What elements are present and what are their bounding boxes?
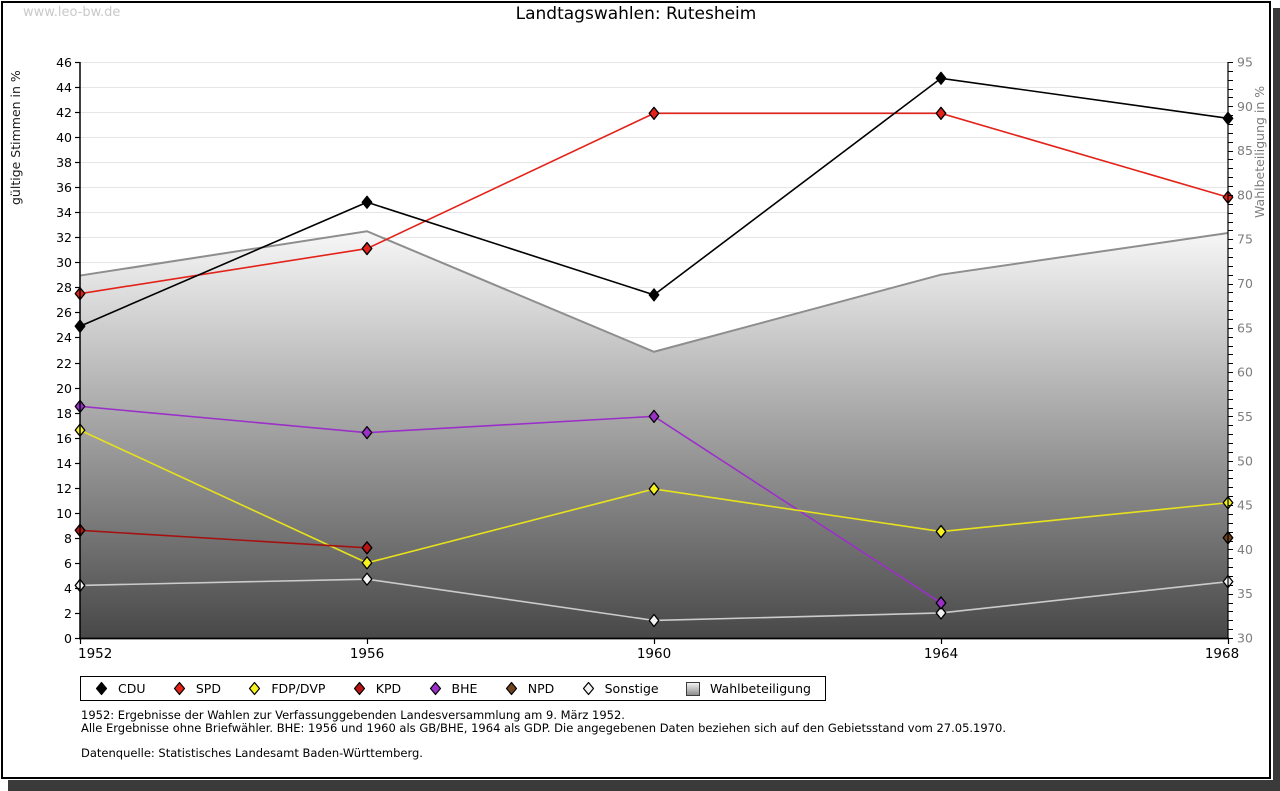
- series-kpd: [74, 523, 373, 555]
- watermark: www.leo-bw.de: [23, 5, 121, 20]
- legend-item-wahlbeteiligung: Wahlbeteiligung: [686, 681, 811, 696]
- legend-diamond-swatch: [249, 681, 261, 696]
- legend-square-swatch: [686, 681, 700, 696]
- data-source-note: Datenquelle: Statistisches Landesamt Bad…: [81, 746, 423, 760]
- svg-text:65: 65: [1237, 320, 1253, 335]
- footnote-line-2: Alle Ergebnisse ohne Briefwähler. BHE: 1…: [81, 720, 1006, 735]
- legend-label: FDP/DVP: [271, 681, 326, 696]
- legend: CDU SPD FDP/DVP KPD BHE NPD Sonstige Wahlbeteil…: [80, 676, 826, 701]
- svg-text:95: 95: [1237, 55, 1253, 70]
- svg-text:18: 18: [56, 406, 72, 421]
- svg-text:85: 85: [1237, 143, 1253, 158]
- svg-text:40: 40: [56, 130, 72, 145]
- page-shadow-right: [1273, 8, 1280, 791]
- legend-label: CDU: [118, 681, 146, 696]
- svg-text:32: 32: [56, 230, 72, 245]
- svg-text:42: 42: [56, 105, 72, 120]
- legend-label: Wahlbeteiligung: [710, 681, 811, 696]
- svg-text:8: 8: [64, 531, 72, 546]
- svg-text:50: 50: [1237, 453, 1253, 468]
- svg-text:10: 10: [56, 506, 72, 521]
- svg-text:22: 22: [56, 356, 72, 371]
- svg-text:30: 30: [1237, 631, 1253, 646]
- legend-item-bhe: BHE: [429, 681, 478, 696]
- svg-text:46: 46: [56, 55, 72, 70]
- svg-text:1956: 1956: [350, 646, 384, 662]
- legend-label: NPD: [527, 681, 555, 696]
- legend-diamond-swatch: [353, 681, 365, 696]
- svg-text:1968: 1968: [1205, 646, 1239, 662]
- svg-text:14: 14: [56, 456, 72, 471]
- legend-item-fdp-dvp: FDP/DVP: [248, 681, 325, 696]
- svg-text:36: 36: [56, 180, 72, 195]
- legend-item-cdu: CDU: [95, 681, 146, 696]
- svg-text:30: 30: [56, 255, 72, 270]
- svg-text:34: 34: [56, 205, 72, 220]
- legend-label: SPD: [195, 681, 221, 696]
- legend-diamond-swatch: [582, 681, 594, 696]
- svg-text:44: 44: [56, 80, 72, 95]
- svg-text:24: 24: [56, 330, 72, 345]
- svg-text:40: 40: [1237, 542, 1253, 557]
- legend-diamond-swatch: [505, 681, 517, 696]
- svg-text:45: 45: [1237, 498, 1253, 513]
- legend-item-sonstige: Sonstige: [582, 681, 659, 696]
- legend-item-kpd: KPD: [353, 681, 401, 696]
- svg-text:70: 70: [1237, 276, 1253, 291]
- svg-text:16: 16: [56, 431, 72, 446]
- svg-text:4: 4: [64, 581, 72, 596]
- legend-diamond-swatch: [173, 681, 185, 696]
- svg-text:12: 12: [56, 481, 72, 496]
- footnotes: 1952: Ergebnisse der Wahlen zur Verfassu…: [81, 709, 1006, 760]
- legend-label: KPD: [375, 681, 402, 696]
- svg-text:1960: 1960: [637, 646, 671, 662]
- page-border-frame: [1, 1, 1271, 779]
- legend-label: BHE: [451, 681, 478, 696]
- svg-text:6: 6: [64, 556, 72, 571]
- legend-diamond-swatch: [95, 681, 108, 696]
- svg-text:20: 20: [56, 381, 72, 396]
- series-spd: [74, 106, 1234, 301]
- legend-item-spd: SPD: [173, 681, 221, 696]
- svg-text:90: 90: [1237, 99, 1253, 114]
- svg-text:35: 35: [1237, 586, 1253, 601]
- svg-text:2: 2: [64, 606, 72, 621]
- svg-text:38: 38: [56, 155, 72, 170]
- svg-text:80: 80: [1237, 187, 1253, 202]
- svg-text:26: 26: [56, 305, 72, 320]
- svg-text:28: 28: [56, 280, 72, 295]
- footnote-line-1: 1952: Ergebnisse der Wahlen zur Verfassu…: [81, 708, 625, 722]
- svg-text:1964: 1964: [924, 646, 958, 662]
- legend-label: Sonstige: [604, 681, 659, 696]
- svg-text:55: 55: [1237, 409, 1253, 424]
- svg-text:1952: 1952: [78, 646, 112, 662]
- svg-text:0: 0: [64, 631, 72, 646]
- page-title: Landtagswahlen: Rutesheim: [515, 4, 757, 24]
- svg-text:60: 60: [1237, 365, 1253, 380]
- svg-text:75: 75: [1237, 232, 1253, 247]
- legend-item-npd: NPD: [505, 681, 555, 696]
- legend-diamond-swatch: [429, 681, 441, 696]
- page-shadow-bottom: [8, 780, 1280, 791]
